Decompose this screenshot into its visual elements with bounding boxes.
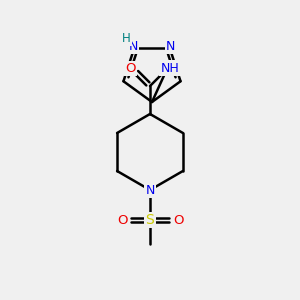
- Text: N: N: [129, 40, 138, 53]
- Text: S: S: [146, 213, 154, 227]
- Text: O: O: [117, 214, 127, 226]
- Text: O: O: [125, 62, 136, 75]
- Text: N: N: [166, 40, 175, 53]
- Text: N: N: [145, 184, 155, 196]
- Text: O: O: [173, 214, 183, 226]
- Text: NH: NH: [160, 61, 179, 74]
- Text: H: H: [122, 32, 131, 45]
